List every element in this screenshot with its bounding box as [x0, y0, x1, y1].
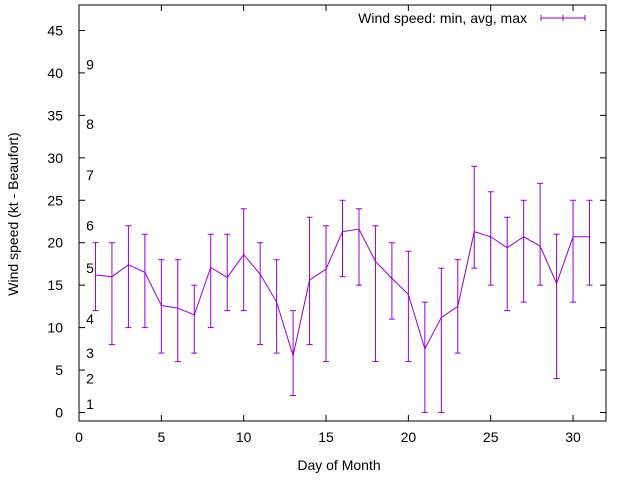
- plot-border: [78, 4, 607, 422]
- x-tick-label: 10: [236, 429, 252, 445]
- x-tick-label: 5: [157, 429, 165, 445]
- average-line: [95, 228, 590, 358]
- beaufort-label: 4: [86, 311, 94, 327]
- x-tick-label: 0: [75, 429, 83, 445]
- legend: Wind speed: min, avg, max: [358, 10, 586, 26]
- beaufort-label: 5: [86, 260, 94, 276]
- x-axis-label: Day of Month: [297, 457, 380, 473]
- y-tick-label: 30: [47, 150, 63, 166]
- y-axis-label: Wind speed (kt - Beaufort): [5, 132, 21, 295]
- beaufort-label: 1: [86, 396, 94, 412]
- beaufort-label: 6: [86, 218, 94, 234]
- y-tick-label: 40: [47, 65, 63, 81]
- beaufort-label: 3: [86, 345, 94, 361]
- y-tick-label: 35: [47, 107, 63, 123]
- y-tick-label: 5: [55, 362, 63, 378]
- series-layer: [92, 165, 593, 414]
- beaufort-label: 7: [86, 167, 94, 183]
- beaufort-label: 8: [86, 116, 94, 132]
- x-tick-label: 25: [483, 429, 499, 445]
- beaufort-scale-labels: 1 2 3 4 5 6 7 8 9: [86, 56, 94, 412]
- y-tick-label: 0: [55, 405, 63, 421]
- legend-label: Wind speed: min, avg, max: [358, 10, 527, 26]
- y-tick-label: 20: [47, 235, 63, 251]
- x-tick-label: 30: [565, 429, 581, 445]
- y-tick-label: 10: [47, 320, 63, 336]
- x-tick-label: 15: [318, 429, 334, 445]
- y-tick-label: 25: [47, 192, 63, 208]
- legend-swatch: [540, 15, 586, 21]
- y-tick-label: 45: [47, 22, 63, 38]
- x-tick-label: 20: [401, 429, 417, 445]
- beaufort-label: 9: [86, 56, 94, 72]
- beaufort-label: 2: [86, 371, 94, 387]
- y-tick-label: 15: [47, 277, 63, 293]
